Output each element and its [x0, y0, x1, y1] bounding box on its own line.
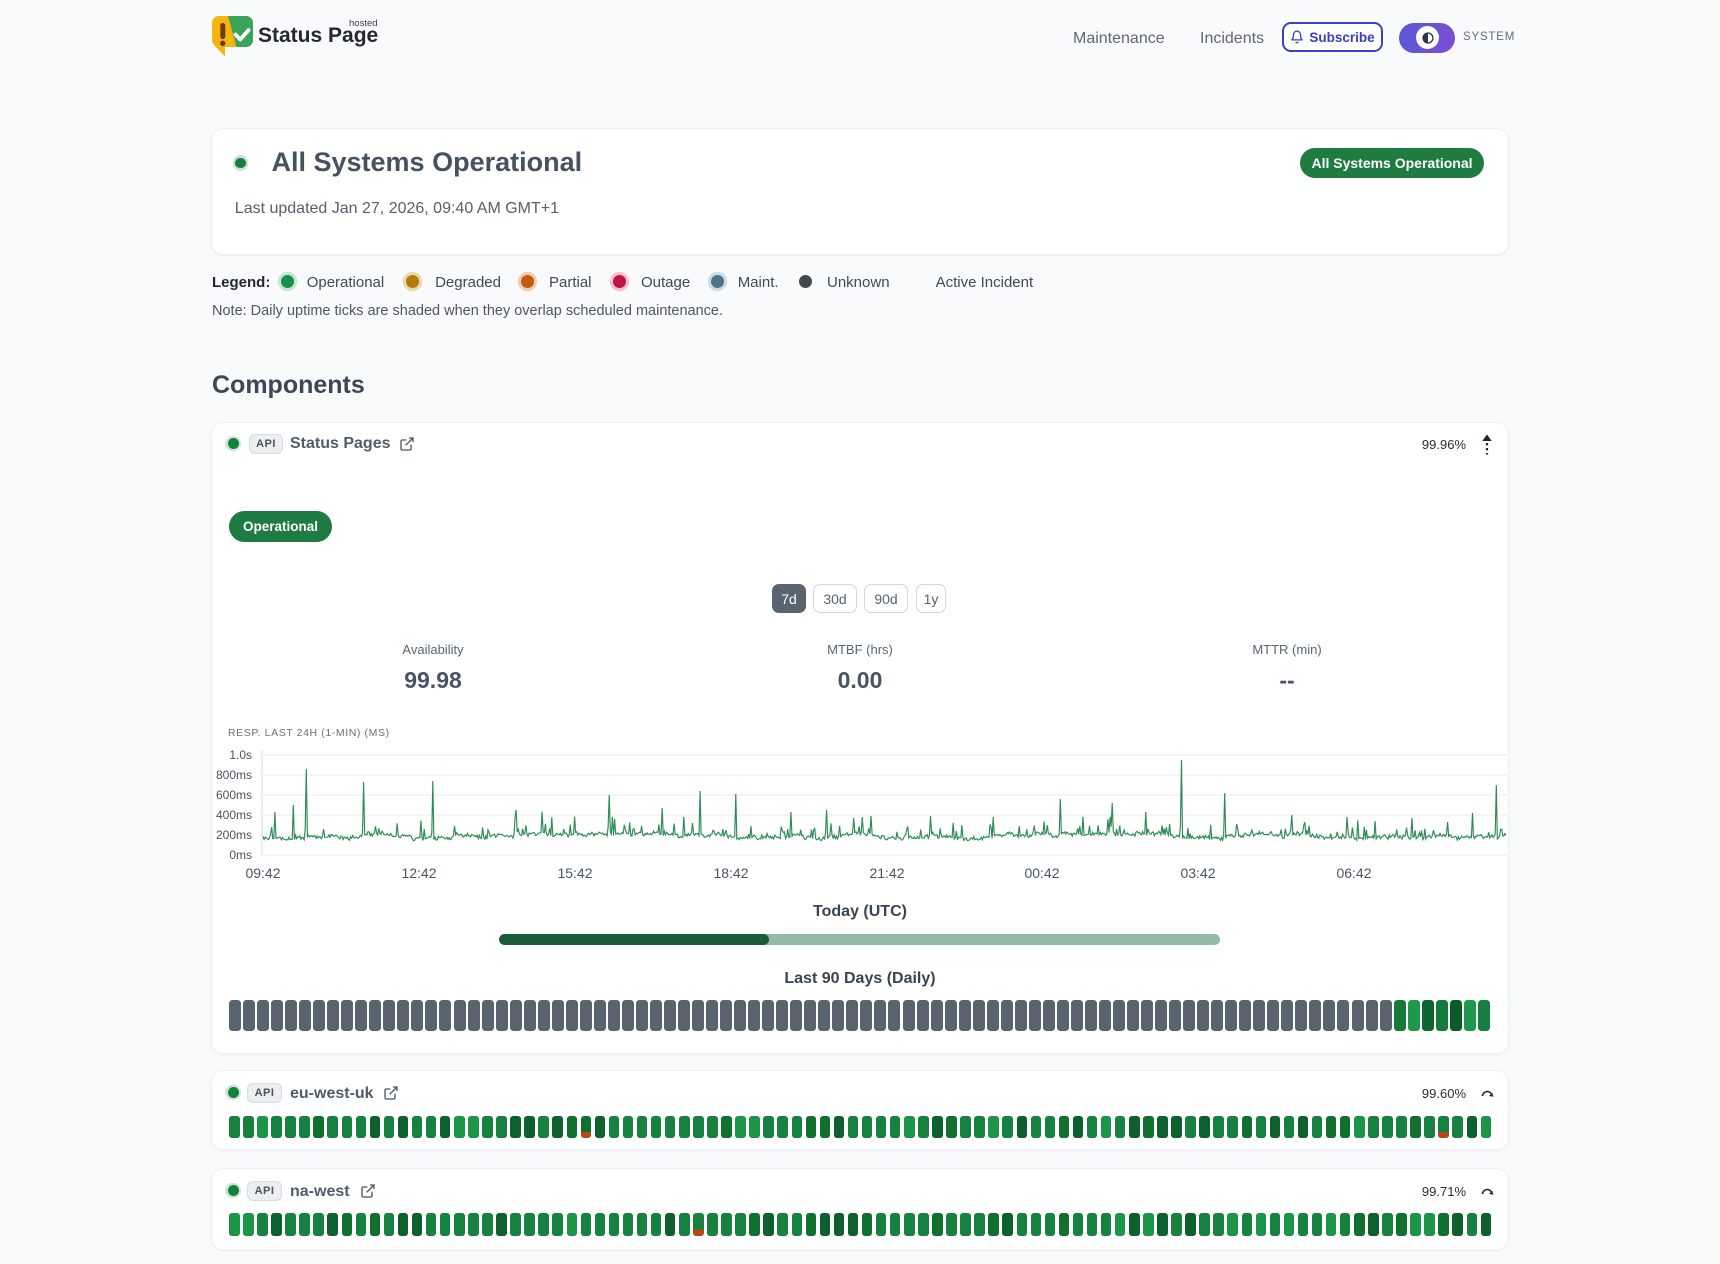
svg-text:18:42: 18:42: [713, 865, 748, 881]
svg-text:600ms: 600ms: [216, 788, 252, 802]
svg-text:12:42: 12:42: [401, 865, 436, 881]
svg-text:200ms: 200ms: [216, 828, 252, 842]
svg-text:1.0s: 1.0s: [229, 748, 252, 762]
svg-text:0ms: 0ms: [229, 848, 252, 862]
svg-text:06:42: 06:42: [1336, 865, 1371, 881]
svg-text:800ms: 800ms: [216, 768, 252, 782]
svg-text:15:42: 15:42: [557, 865, 592, 881]
svg-text:21:42: 21:42: [869, 865, 904, 881]
svg-text:00:42: 00:42: [1024, 865, 1059, 881]
svg-text:03:42: 03:42: [1180, 865, 1215, 881]
svg-text:09:42: 09:42: [245, 865, 280, 881]
svg-text:400ms: 400ms: [216, 808, 252, 822]
